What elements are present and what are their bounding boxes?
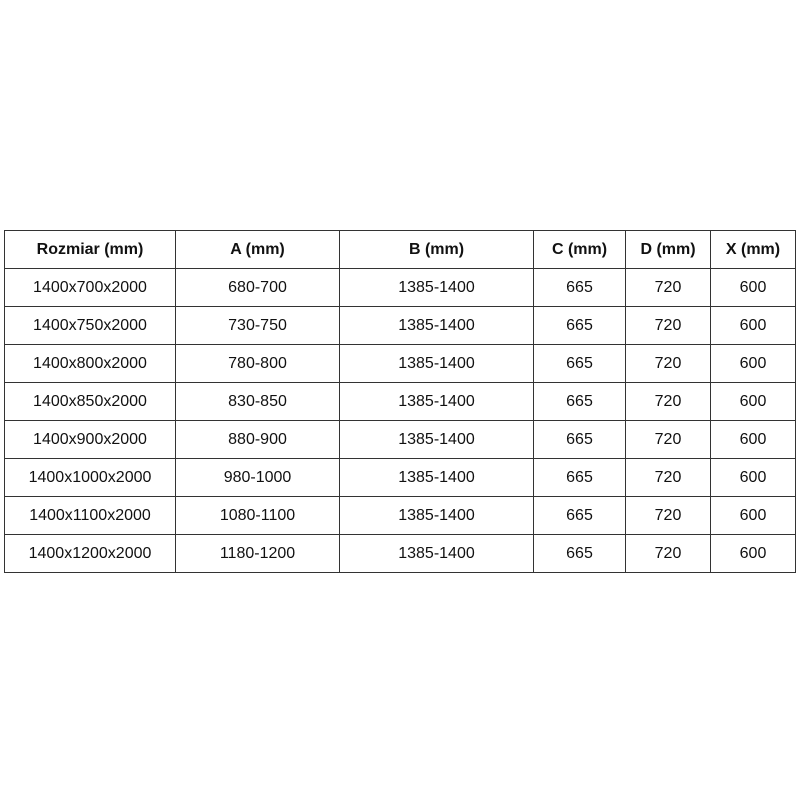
table-cell: 600 <box>710 268 796 307</box>
table-cell: 1385-1400 <box>339 420 534 459</box>
table-cell: 1400x1100x2000 <box>4 496 176 535</box>
table-cell: 600 <box>710 496 796 535</box>
dimensions-table: Rozmiar (mm) A (mm) B (mm) C (mm) D (mm) X (m… <box>4 230 796 573</box>
table-row: 1400x750x2000 730-750 1385-1400 665 720 600 <box>4 306 796 345</box>
table-cell: 665 <box>533 306 626 345</box>
table-cell: 665 <box>533 534 626 573</box>
table-cell: 1385-1400 <box>339 268 534 307</box>
table-cell: 880-900 <box>175 420 340 459</box>
table-cell: 665 <box>533 344 626 383</box>
column-header: Rozmiar (mm) <box>4 230 176 269</box>
table-cell: 680-700 <box>175 268 340 307</box>
table-cell: 720 <box>625 496 711 535</box>
header-row: Rozmiar (mm) A (mm) B (mm) C (mm) D (mm) X (m… <box>4 230 796 269</box>
table-cell: 600 <box>710 534 796 573</box>
table-row: 1400x700x2000 680-700 1385-1400 665 720 600 <box>4 268 796 307</box>
table-cell: 600 <box>710 382 796 421</box>
table-cell: 665 <box>533 458 626 497</box>
table-row: 1400x850x2000 830-850 1385-1400 665 720 600 <box>4 382 796 421</box>
column-header: A (mm) <box>175 230 340 269</box>
table-cell: 830-850 <box>175 382 340 421</box>
table-cell: 720 <box>625 458 711 497</box>
table-row: 1400x1100x2000 1080-1100 1385-1400 665 720 60… <box>4 496 796 535</box>
table-row: 1400x800x2000 780-800 1385-1400 665 720 600 <box>4 344 796 383</box>
table-cell: 720 <box>625 534 711 573</box>
table-cell: 1400x850x2000 <box>4 382 176 421</box>
table-cell: 665 <box>533 382 626 421</box>
table-cell: 730-750 <box>175 306 340 345</box>
table-cell: 1385-1400 <box>339 534 534 573</box>
table-cell: 665 <box>533 268 626 307</box>
column-header: D (mm) <box>625 230 711 269</box>
table-cell: 665 <box>533 496 626 535</box>
table-row: 1400x900x2000 880-900 1385-1400 665 720 600 <box>4 420 796 459</box>
table-cell: 720 <box>625 382 711 421</box>
table-cell: 1080-1100 <box>175 496 340 535</box>
column-header: B (mm) <box>339 230 534 269</box>
table-cell: 1400x1200x2000 <box>4 534 176 573</box>
table-cell: 720 <box>625 306 711 345</box>
table-row: 1400x1000x2000 980-1000 1385-1400 665 720 600 <box>4 458 796 497</box>
table-cell: 1400x800x2000 <box>4 344 176 383</box>
table-cell: 1400x700x2000 <box>4 268 176 307</box>
table-cell: 1180-1200 <box>175 534 340 573</box>
table-cell: 1385-1400 <box>339 458 534 497</box>
table-cell: 720 <box>625 344 711 383</box>
table-row: 1400x1200x2000 1180-1200 1385-1400 665 720 60… <box>4 534 796 573</box>
table-cell: 720 <box>625 420 711 459</box>
table-cell: 720 <box>625 268 711 307</box>
table-cell: 1400x750x2000 <box>4 306 176 345</box>
table-cell: 1400x1000x2000 <box>4 458 176 497</box>
table-cell: 1400x900x2000 <box>4 420 176 459</box>
column-header: X (mm) <box>710 230 796 269</box>
table-cell: 665 <box>533 420 626 459</box>
table-cell: 1385-1400 <box>339 306 534 345</box>
table-cell: 600 <box>710 306 796 345</box>
table-cell: 780-800 <box>175 344 340 383</box>
table-cell: 1385-1400 <box>339 382 534 421</box>
table-cell: 1385-1400 <box>339 344 534 383</box>
table-cell: 600 <box>710 458 796 497</box>
table-cell: 1385-1400 <box>339 496 534 535</box>
table-cell: 980-1000 <box>175 458 340 497</box>
column-header: C (mm) <box>533 230 626 269</box>
table-cell: 600 <box>710 420 796 459</box>
table-cell: 600 <box>710 344 796 383</box>
